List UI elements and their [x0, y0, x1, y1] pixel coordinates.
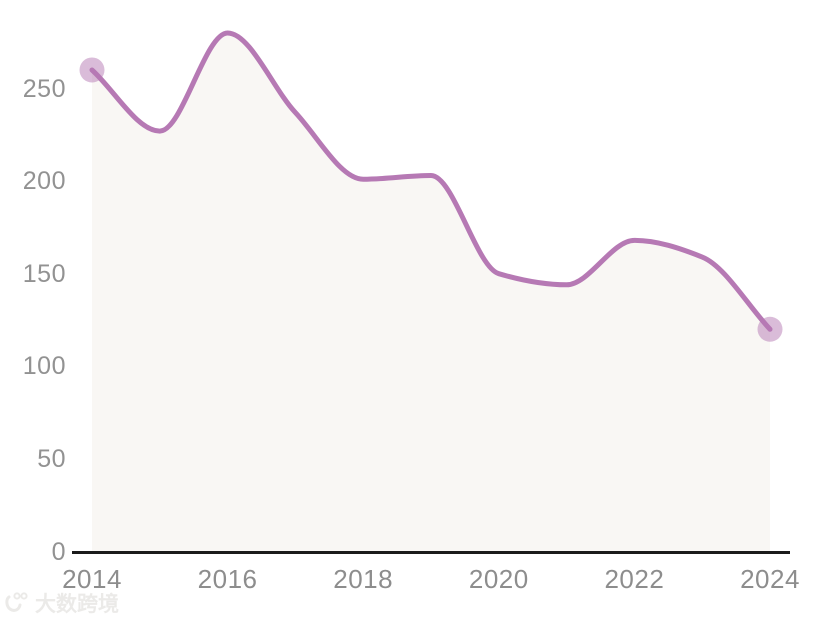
x-tick-label-2014: 2014 [62, 564, 122, 594]
x-tick-label-2022: 2022 [604, 564, 665, 594]
y-tick-label-50: 50 [37, 444, 66, 473]
line-series [89, 30, 773, 332]
watermark-text: 大数跨境 [35, 593, 119, 616]
y-tick-label-200: 200 [22, 167, 66, 196]
x-tick-label-2024: 2024 [740, 564, 800, 594]
y-tick-label-250: 250 [22, 74, 66, 103]
watermark: 大数跨境 [5, 588, 119, 618]
x-tick-label-2020: 2020 [468, 564, 529, 594]
x-axis-line [72, 551, 790, 554]
y-tick-label-0: 0 [51, 537, 66, 566]
area-fill [92, 32, 770, 552]
x-tick-label-2018: 2018 [333, 564, 394, 594]
y-tick-label-150: 150 [22, 259, 66, 288]
x-tick-label-2016: 2016 [197, 564, 258, 594]
y-tick-label-100: 100 [22, 352, 66, 381]
brand-logo-icon [5, 592, 28, 612]
data-point-2014 [79, 57, 105, 83]
data-point-2024 [757, 316, 783, 342]
